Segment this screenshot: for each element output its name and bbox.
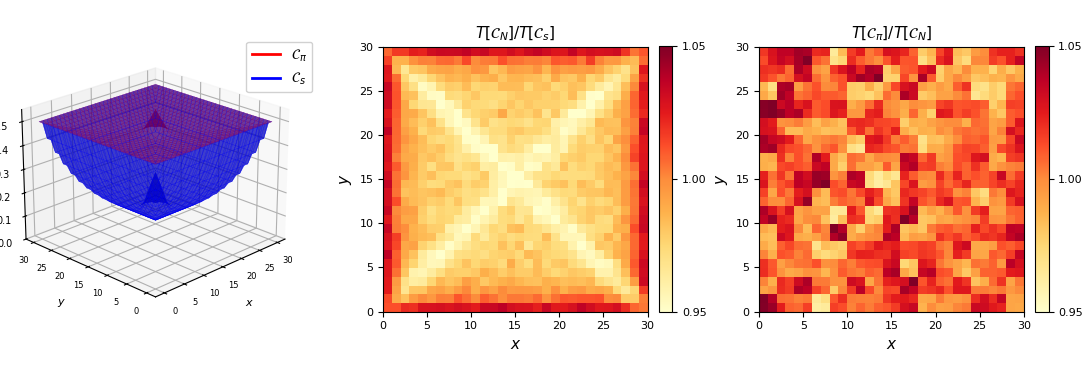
Title: $T[\mathcal{C}_N]/T[\mathcal{C}_s]$: $T[\mathcal{C}_N]/T[\mathcal{C}_s]$: [475, 25, 556, 43]
Y-axis label: $y$: $y$: [57, 297, 65, 309]
Y-axis label: $y$: $y$: [338, 174, 353, 185]
Title: $T[\mathcal{C}_{\pi}]/T[\mathcal{C}_N]$: $T[\mathcal{C}_{\pi}]/T[\mathcal{C}_N]$: [851, 25, 932, 43]
X-axis label: $x$: $x$: [509, 337, 521, 352]
X-axis label: $x$: $x$: [245, 298, 254, 308]
Legend: $\mathcal{C}_{\pi}$, $\mathcal{C}_s$: $\mathcal{C}_{\pi}$, $\mathcal{C}_s$: [246, 41, 313, 92]
Y-axis label: $y$: $y$: [714, 174, 730, 185]
X-axis label: $x$: $x$: [886, 337, 897, 352]
